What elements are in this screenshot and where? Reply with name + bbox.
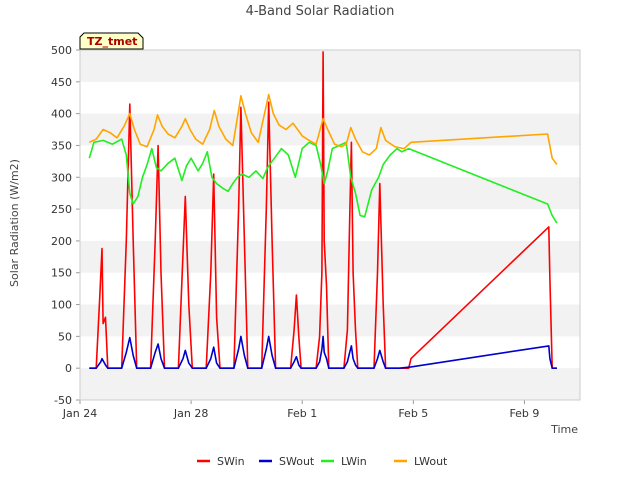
y-tick-label: 50 [58,330,72,343]
chart-title: 4-Band Solar Radiation [246,4,395,19]
legend-label-lwin: LWin [341,455,367,468]
grid-band [80,304,580,337]
x-tick-label: Jan 24 [62,407,97,420]
x-axis: Jan 24 Jan 28 Feb 1 Feb 5 Feb 9 [62,400,539,420]
grid-band [80,240,580,273]
series-line-lwout [88,93,558,165]
legend: SWin SWout LWin LWout [197,455,448,468]
y-tick-label: 250 [51,203,72,216]
grid-band [80,177,580,210]
legend-label-lwout: LWout [414,455,448,468]
legend-label-swout: SWout [279,455,315,468]
y-tick-label: 100 [51,299,72,312]
y-axis-label: Solar Radiation (W/m2) [8,159,21,287]
series-lines [88,51,558,369]
legend-label-swin: SWin [217,455,245,468]
grid-band [80,368,580,400]
plot-area [79,49,581,401]
y-axis: -50 0 50 100 150 200 250 300 350 400 450 500 [51,44,80,407]
station-badge: TZ_tmet [79,32,144,50]
y-tick-label: 400 [51,108,72,121]
grid-bands [80,50,580,400]
y-tick-label: -50 [54,394,72,407]
x-tick-label: Feb 9 [509,407,539,420]
series-line-swout [89,335,557,369]
y-tick-label: 300 [51,171,72,184]
x-tick-label: Jan 28 [173,407,208,420]
x-tick-label: Feb 5 [398,407,428,420]
x-axis-label: Time [550,423,578,436]
grid-band [80,50,580,82]
grid-band [80,113,580,146]
y-tick-label: 450 [51,76,72,89]
station-badge-label: TZ_tmet [87,35,137,48]
y-tick-label: 350 [51,139,72,152]
y-tick-label: 0 [65,362,72,375]
y-tick-label: 150 [51,267,72,280]
series-line-lwin [88,138,558,224]
y-tick-label: 500 [51,44,72,57]
y-tick-label: 200 [51,235,72,248]
x-tick-label: Feb 1 [287,407,317,420]
